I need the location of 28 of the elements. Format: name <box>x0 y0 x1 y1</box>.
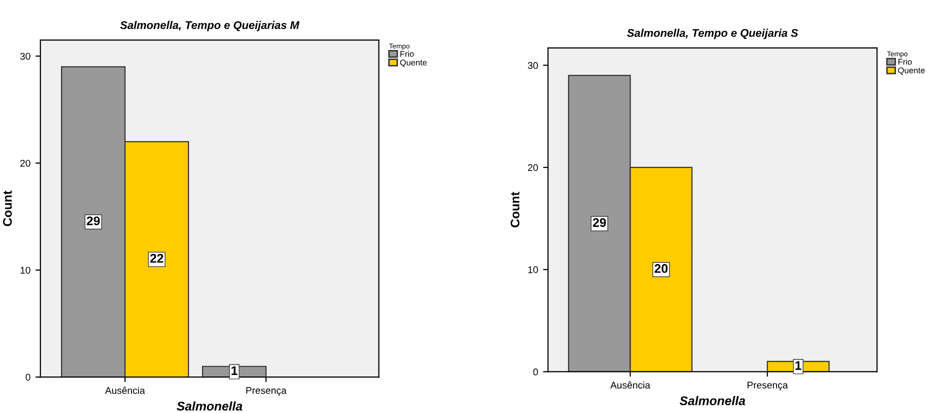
legend-label: Quente <box>400 60 427 68</box>
y-tick-label: 10 <box>20 266 30 274</box>
y-axis-title: Count <box>3 190 12 226</box>
y-tick-label: 30 <box>528 62 538 69</box>
x-tick-label: Presença <box>748 382 788 390</box>
y-tick-label: 10 <box>528 266 538 274</box>
legend-label: Frio <box>400 50 414 57</box>
y-axis-title: Count <box>510 192 520 228</box>
data-label: 20 <box>654 264 668 273</box>
data-label: 22 <box>150 254 164 263</box>
y-tick-label: 30 <box>20 52 30 60</box>
data-label: 29 <box>86 216 100 226</box>
y-tick-label: 20 <box>528 164 538 172</box>
data-label: 29 <box>592 218 606 227</box>
data-label: 1 <box>232 366 238 375</box>
x-tick-label: Ausência <box>105 386 146 394</box>
data-label: 1 <box>796 361 802 370</box>
y-tick-label: 20 <box>20 160 30 167</box>
x-tick-label: Ausência <box>610 381 650 389</box>
chart-title: Salmonella, Tempo e Queijarias M <box>120 20 300 32</box>
chart-title: Salmonella, Tempo e Queijaria S <box>627 28 798 40</box>
x-axis-title: Salmonella <box>176 401 242 411</box>
x-axis-title: Salmonella <box>680 396 746 406</box>
y-tick-label: 0 <box>533 368 538 376</box>
x-tick-label: Presença <box>246 387 287 396</box>
legend-label: Frio <box>898 58 912 65</box>
y-tick-label: 0 <box>26 374 30 381</box>
legend-label: Quente <box>898 67 925 75</box>
